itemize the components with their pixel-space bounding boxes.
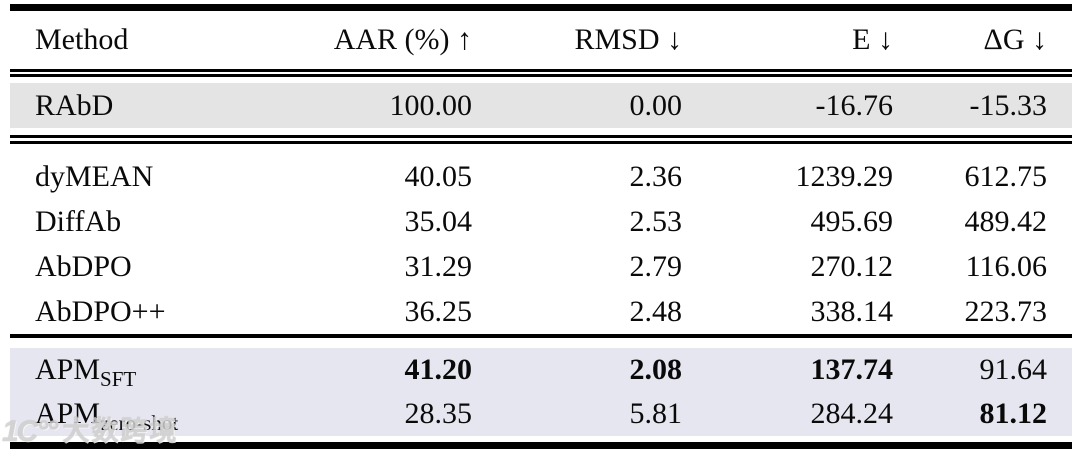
rmsd-cell: 5.81 <box>629 397 683 430</box>
table-row-apm-sft: APMSFT 41.20 2.08 137.74 91.64 <box>10 348 1072 392</box>
e-cell: 137.74 <box>810 353 894 386</box>
rmsd-cell: 2.08 <box>629 353 683 386</box>
method-cell: APMSFT <box>10 353 290 390</box>
dg-cell: 612.75 <box>964 159 1048 193</box>
dg-cell: -15.33 <box>969 88 1048 122</box>
e-cell: 1239.29 <box>795 159 894 193</box>
method-subscript: SFT <box>100 367 137 391</box>
header-separator-double-rule <box>10 69 1072 77</box>
e-cell: -16.76 <box>815 88 894 122</box>
table-bottom-rule <box>10 442 1072 449</box>
method-cell: AbDPO++ <box>35 294 166 328</box>
table-row-abdpo: AbDPO 31.29 2.79 270.12 116.06 <box>10 244 1072 289</box>
aar-cell: 36.25 <box>404 294 473 328</box>
dg-cell: 223.73 <box>964 294 1048 328</box>
reference-separator-double-rule <box>10 135 1072 144</box>
aar-cell: 40.05 <box>404 159 473 193</box>
ours-section: APMSFT 41.20 2.08 137.74 91.64 APMzero-s… <box>10 348 1072 436</box>
table-row-rabd: RAbD 100.00 0.00 -16.76 -15.33 <box>10 83 1072 128</box>
aar-cell: 35.04 <box>404 204 473 238</box>
rmsd-cell: 2.36 <box>629 159 683 193</box>
e-cell: 270.12 <box>810 249 894 283</box>
col-header-dg: ΔG ↓ <box>983 23 1047 56</box>
e-cell: 284.24 <box>810 397 894 430</box>
method-base: APM <box>35 353 101 386</box>
method-cell: APMzero-shot <box>10 397 290 434</box>
col-header-aar: AAR (%) ↑ <box>333 23 472 56</box>
rmsd-cell: 2.79 <box>629 249 683 283</box>
baselines-section: dyMEAN 40.05 2.36 1239.29 612.75 DiffAb … <box>10 144 1072 334</box>
col-header-e: E ↓ <box>852 23 893 56</box>
table-row-diffab: DiffAb 35.04 2.53 495.69 489.42 <box>10 199 1072 244</box>
rmsd-cell: 2.53 <box>629 204 683 238</box>
method-base: APM <box>35 397 101 430</box>
e-cell: 495.69 <box>810 204 894 238</box>
table-row-abdpo-plus-plus: AbDPO++ 36.25 2.48 338.14 223.73 <box>10 289 1072 334</box>
table-row-apm-zero-shot: APMzero-shot 28.35 5.81 284.24 81.12 <box>10 392 1072 436</box>
col-header-method: Method <box>35 23 129 56</box>
dg-cell: 91.64 <box>979 353 1048 386</box>
dg-cell: 81.12 <box>979 397 1048 430</box>
method-cell: dyMEAN <box>35 159 154 193</box>
e-cell: 338.14 <box>810 294 894 328</box>
dg-cell: 489.42 <box>964 204 1048 238</box>
method-subscript: zero-shot <box>100 411 179 435</box>
aar-cell: 100.00 <box>389 88 473 122</box>
table-row-dymean: dyMEAN 40.05 2.36 1239.29 612.75 <box>10 154 1072 199</box>
table-header-row: Method AAR (%) ↑ RMSD ↓ E ↓ ΔG ↓ <box>10 11 1072 69</box>
rmsd-cell: 2.48 <box>629 294 683 328</box>
aar-cell: 41.20 <box>404 353 473 386</box>
method-cell: DiffAb <box>35 204 122 238</box>
table-top-rule <box>10 4 1072 11</box>
col-header-rmsd: RMSD ↓ <box>574 23 682 56</box>
ours-separator-rule <box>10 334 1072 338</box>
results-table: Method AAR (%) ↑ RMSD ↓ E ↓ ΔG ↓ RAbD 10… <box>10 4 1072 449</box>
aar-cell: 31.29 <box>404 249 473 283</box>
method-cell: AbDPO <box>35 249 132 283</box>
aar-cell: 28.35 <box>404 397 473 430</box>
dg-cell: 116.06 <box>965 249 1047 283</box>
rmsd-cell: 0.00 <box>629 88 683 122</box>
method-cell: RAbD <box>35 88 114 122</box>
